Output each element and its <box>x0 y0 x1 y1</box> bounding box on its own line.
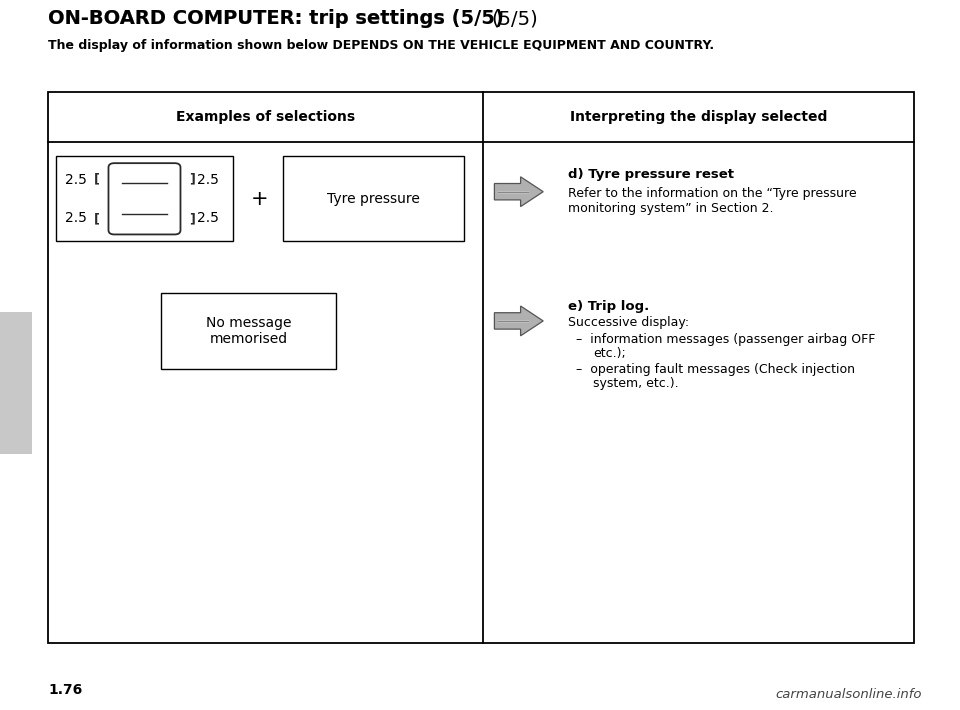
Text: +: + <box>251 189 268 209</box>
Text: No message
memorised: No message memorised <box>205 316 292 346</box>
Text: Examples of selections: Examples of selections <box>176 110 355 124</box>
Text: ]: ] <box>189 172 195 185</box>
FancyArrow shape <box>494 306 543 336</box>
Text: 2.5: 2.5 <box>65 211 87 224</box>
Text: (5/5): (5/5) <box>492 9 539 28</box>
FancyArrow shape <box>494 177 543 207</box>
Text: –  operating fault messages (Check injection: – operating fault messages (Check inject… <box>576 363 855 376</box>
Text: 2.5: 2.5 <box>65 173 87 187</box>
Text: e) Trip log.: e) Trip log. <box>568 300 650 313</box>
Text: Interpreting the display selected: Interpreting the display selected <box>569 110 828 124</box>
Text: 2.5: 2.5 <box>197 211 219 224</box>
Text: [: [ <box>94 212 100 226</box>
Text: –  information messages (passenger airbag OFF: – information messages (passenger airbag… <box>576 333 876 346</box>
Text: ON-BOARD COMPUTER: trip settings: ON-BOARD COMPUTER: trip settings <box>48 9 451 28</box>
Text: ON-BOARD COMPUTER: trip settings: ON-BOARD COMPUTER: trip settings <box>48 9 451 28</box>
Text: Refer to the information on the “Tyre pressure: Refer to the information on the “Tyre pr… <box>568 187 857 200</box>
Text: system, etc.).: system, etc.). <box>593 377 679 390</box>
Text: 1.76: 1.76 <box>48 683 83 697</box>
Text: Successive display:: Successive display: <box>568 316 689 329</box>
Text: etc.);: etc.); <box>593 347 626 360</box>
Text: 2.5: 2.5 <box>197 173 219 187</box>
Text: monitoring system” in Section 2.: monitoring system” in Section 2. <box>568 202 774 215</box>
Text: ON-BOARD COMPUTER: trip settings (5/5): ON-BOARD COMPUTER: trip settings (5/5) <box>48 9 504 28</box>
Text: Tyre pressure: Tyre pressure <box>327 192 420 206</box>
Text: The display of information shown below DEPENDS ON THE VEHICLE EQUIPMENT AND COUN: The display of information shown below D… <box>48 39 714 52</box>
Polygon shape <box>0 312 32 454</box>
Text: d) Tyre pressure reset: d) Tyre pressure reset <box>568 168 734 181</box>
Text: ]: ] <box>189 212 195 226</box>
Text: carmanualsonline.info: carmanualsonline.info <box>775 688 922 701</box>
FancyBboxPatch shape <box>108 163 180 234</box>
Text: [: [ <box>94 172 100 185</box>
